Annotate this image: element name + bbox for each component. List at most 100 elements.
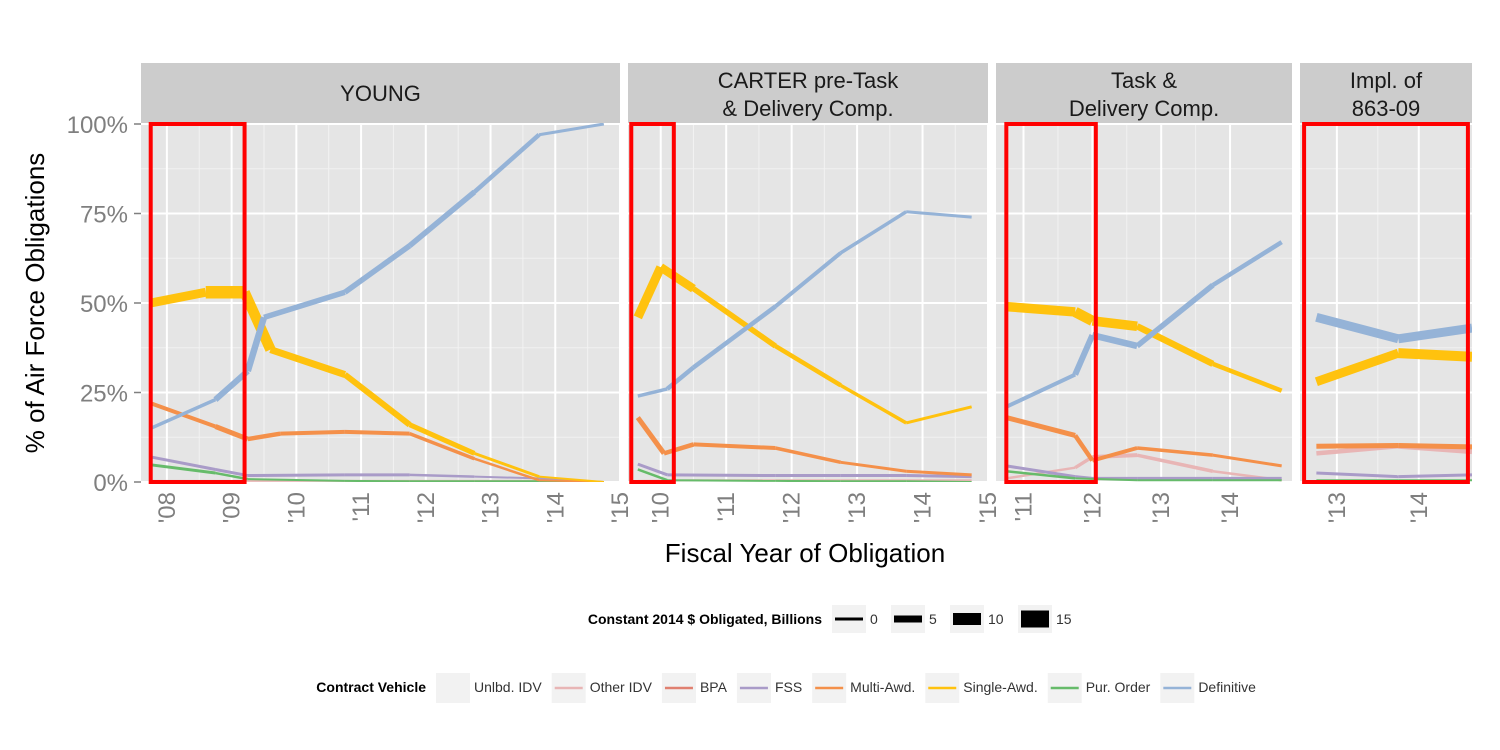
series-single-awd [1314, 348, 1472, 387]
series-segment-single-awd [1212, 361, 1283, 393]
series-segment-single-awd [343, 372, 412, 428]
series-segment-multi-awd [840, 460, 907, 473]
panel-title: Task & [1111, 68, 1177, 93]
x-tick-label: '08 [154, 492, 181, 523]
series-multi-awd [1005, 415, 1282, 468]
series-multi-awd [1316, 442, 1472, 450]
series-layer [633, 210, 972, 482]
series-layer [1005, 240, 1283, 482]
series-segment-other-idv [1006, 466, 1076, 480]
highlight-box [1302, 122, 1470, 484]
color-legend-item-multi-awd: Multi-Awd. [812, 673, 915, 703]
size-legend-label: 15 [1056, 611, 1072, 627]
panel-4: Impl. of 863-09 '13 '14 [1300, 63, 1472, 523]
series-single-awd [633, 263, 972, 425]
x-tick-label: '13 [844, 492, 871, 523]
x-tick-label: '11 [1011, 492, 1038, 522]
y-tick-label: 0% [93, 470, 128, 497]
size-legend-items: 0 5 10 15 [832, 605, 1072, 633]
series-definitive [637, 210, 972, 398]
color-legend-item-single-awd: Single-Awd. [925, 673, 1038, 703]
panel-2: CARTER pre-Task & Delivery Comp. '10 '11 '12… [628, 63, 1002, 523]
series-segment-fss [474, 475, 540, 480]
x-tick-label: '13 [1324, 492, 1351, 523]
color-legend-items: Unlbd. IDV Other IDV BPA FSS Multi-Awd. Singl… [436, 673, 1256, 703]
x-tick-label: '13 [478, 492, 505, 523]
size-legend-item: 5 [891, 605, 937, 633]
series-segment-definitive [1005, 372, 1077, 409]
series-segment-definitive [774, 251, 842, 309]
highlight-box [629, 122, 676, 484]
panel-strip [1300, 63, 1472, 123]
series-segment-multi-awd [247, 431, 281, 442]
x-tick-label: '12 [1079, 492, 1106, 523]
panel-strip [628, 63, 988, 123]
x-tick-label: '13 [1148, 492, 1175, 523]
series-segment-definitive [244, 316, 268, 372]
color-legend-item-definitive: Definitive [1160, 673, 1256, 703]
series-segment-single-awd [905, 405, 972, 425]
color-legend-item-pur-order: Pur. Order [1047, 673, 1151, 703]
series-segment-definitive [263, 289, 346, 320]
series-pur-order [637, 468, 972, 482]
series-layer [149, 123, 605, 482]
panel-title: CARTER pre-Task [718, 68, 900, 93]
series-segment-definitive [906, 210, 972, 219]
series-segment-single-awd [408, 422, 476, 456]
color-legend-label: Other IDV [590, 679, 653, 695]
panel-strip [141, 63, 620, 123]
series-segment-definitive [839, 210, 908, 255]
panel-1: YOUNG '08 '09 '10 '11 '12 '13 '14 '15 [141, 63, 634, 523]
series-segment-multi-awd [214, 424, 249, 442]
series-segment-pur-order [1006, 470, 1076, 480]
size-legend-item: 0 [832, 605, 878, 633]
panel-title-line2: & Delivery Comp. [722, 96, 893, 121]
series-segment-multi-awd [1136, 446, 1214, 457]
series-segment-definitive [1397, 323, 1472, 344]
series-segment-definitive [665, 365, 695, 391]
y-tick-label: 75% [80, 202, 128, 229]
series-fss [1316, 471, 1472, 479]
series-segment-fss [1006, 464, 1076, 479]
size-legend: Constant 2014 $ Obligated, Billions 0 5 10… [588, 605, 1072, 633]
series-segment-single-awd [658, 263, 696, 293]
series-segment-pur-order [906, 480, 972, 482]
series-segment-fss [667, 473, 776, 478]
series-segment-definitive [1211, 240, 1283, 288]
color-legend: Contract Vehicle Unlbd. IDV Other IDV BPA F… [316, 673, 1256, 703]
series-segment-multi-awd [1316, 442, 1399, 449]
color-legend-label: Single-Awd. [963, 679, 1037, 695]
x-tick-label: '12 [413, 492, 440, 523]
series-single-awd [149, 286, 604, 482]
panel-3: Task & Delivery Comp. '11 '12 '13 '14 [996, 63, 1292, 523]
series-segment-definitive [1091, 332, 1138, 350]
series-segment-definitive [1315, 312, 1400, 344]
series-segment-definitive [538, 123, 605, 137]
y-tick-label: 50% [80, 291, 128, 318]
series-segment-definitive [637, 387, 668, 398]
series-segment-single-awd [691, 286, 777, 349]
series-segment-fss [1398, 473, 1472, 479]
panel-title-line2: 863-09 [1352, 96, 1421, 121]
series-segment-definitive [1072, 334, 1096, 376]
size-legend-item: 15 [1018, 605, 1072, 633]
series-segment-definitive [472, 133, 541, 194]
series-segment-pur-order [150, 463, 216, 475]
series-segment-fss [637, 462, 668, 477]
y-axis: 0% 25% 50% 75% 100% [67, 112, 141, 497]
series-segment-pur-order [215, 471, 249, 481]
x-tick-label: '14 [1217, 492, 1244, 523]
series-segment-single-awd [473, 451, 540, 479]
series-segment-single-awd [1398, 348, 1472, 362]
x-tick-label: '15 [975, 492, 1002, 523]
panel-strip [996, 63, 1292, 123]
size-legend-label: 5 [929, 611, 937, 627]
series-segment-fss [150, 455, 216, 471]
series-segment-fss [1316, 471, 1399, 479]
color-legend-item-fss: FSS [736, 673, 802, 703]
series-segment-single-awd [633, 265, 665, 320]
series-segment-single-awd [1072, 307, 1095, 326]
x-tick-label: '09 [219, 492, 246, 523]
series-segment-multi-awd [408, 432, 475, 461]
